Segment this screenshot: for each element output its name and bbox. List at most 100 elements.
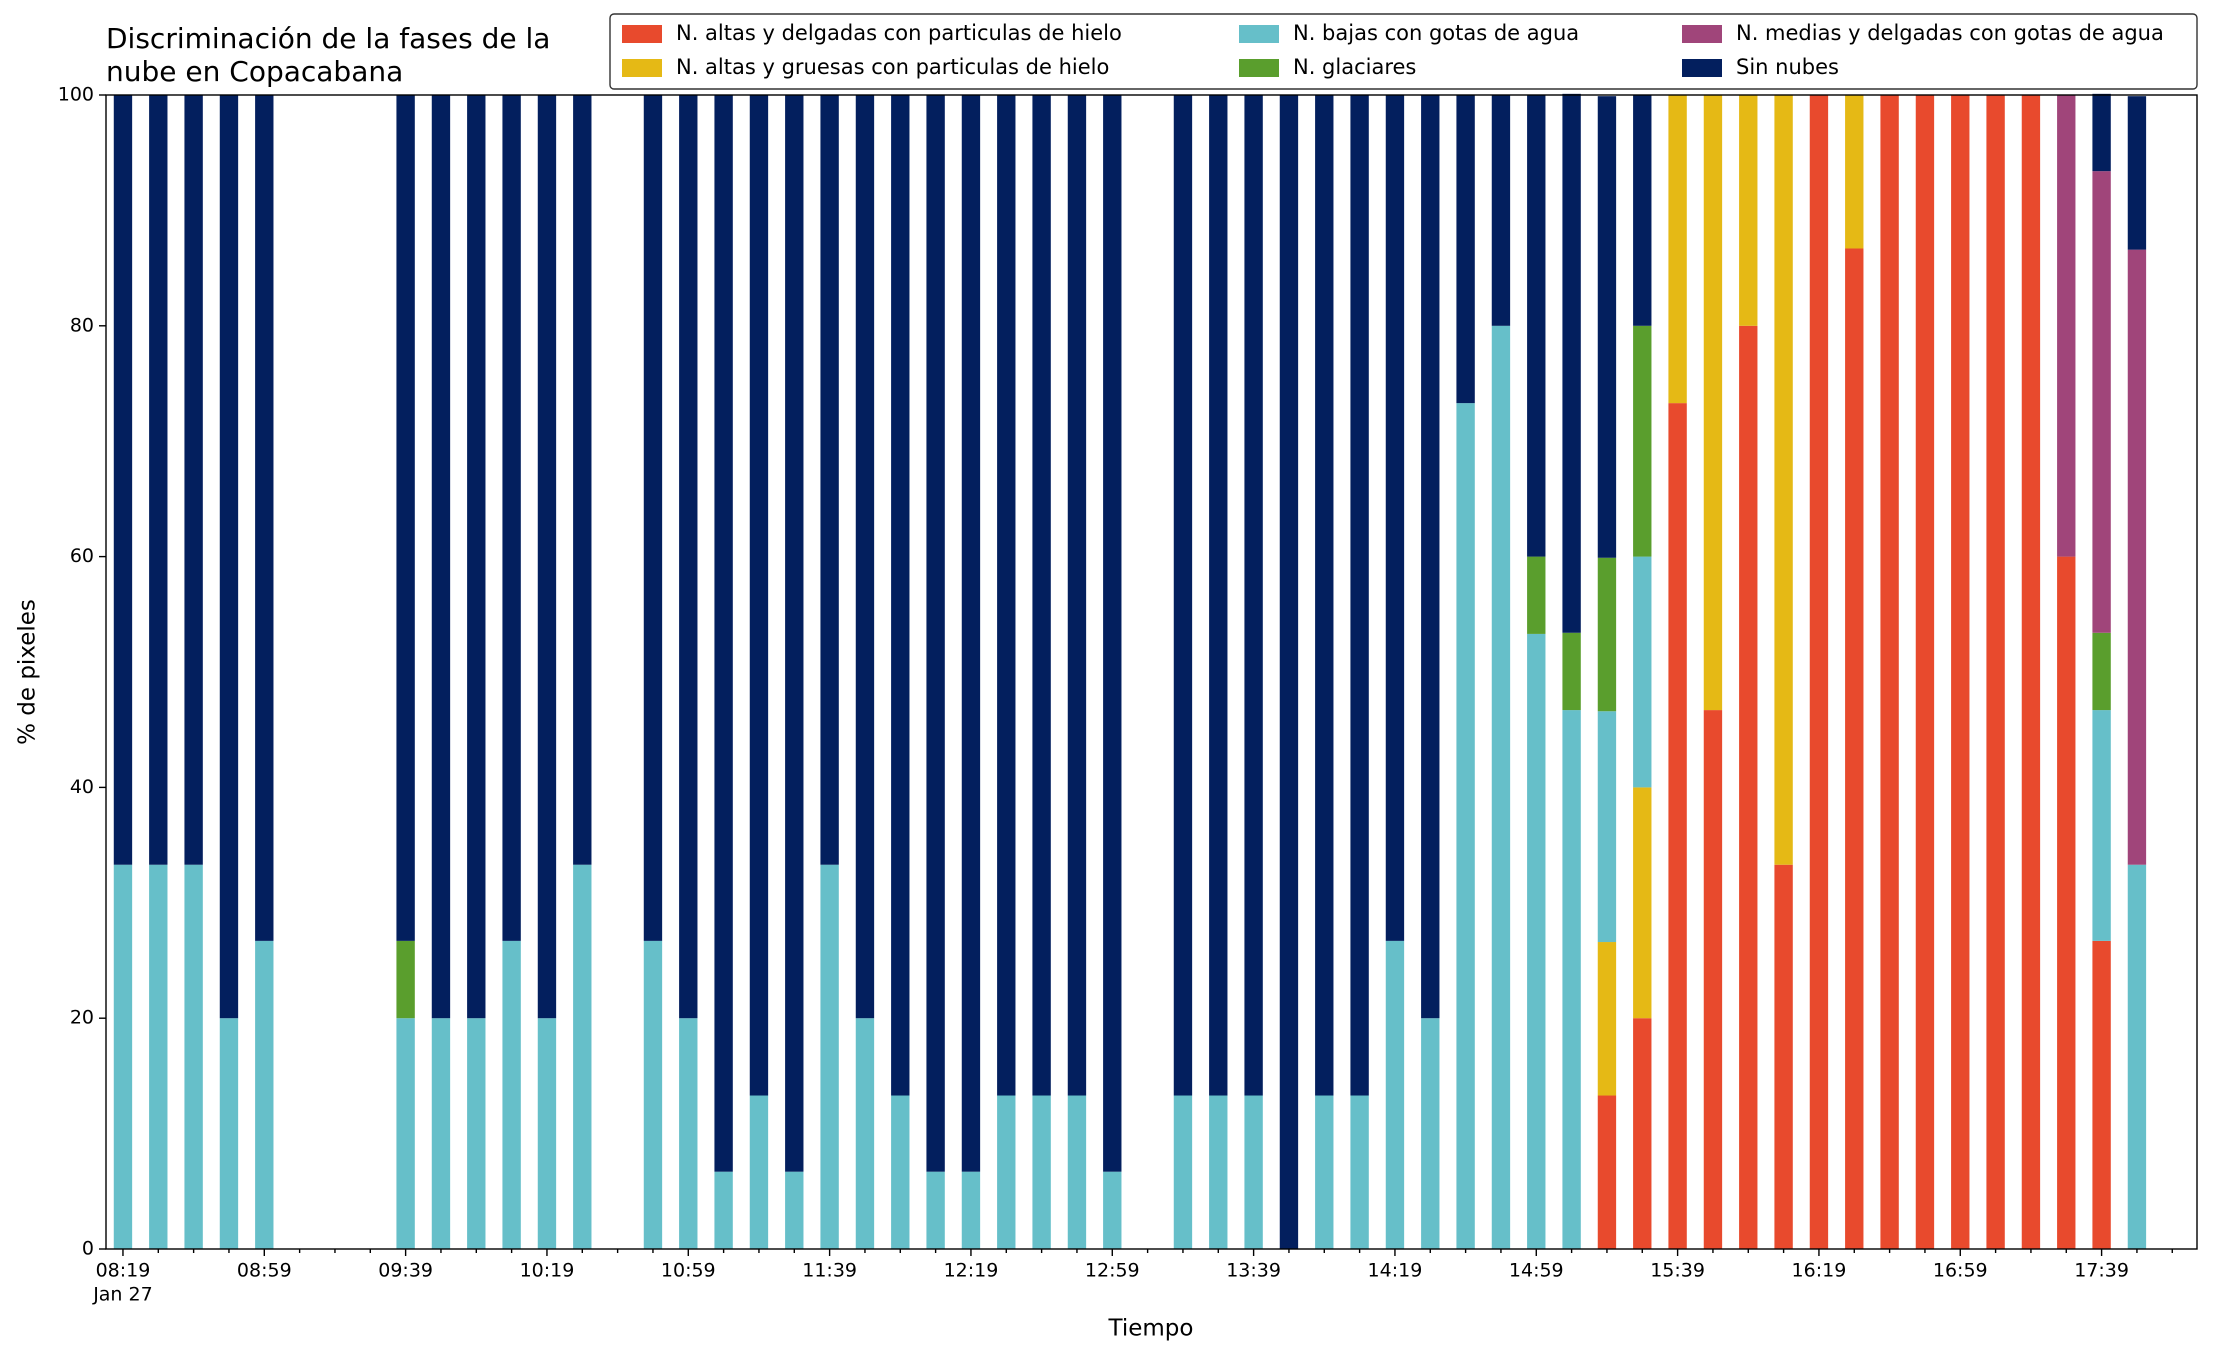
bar-segment	[1880, 95, 1899, 1249]
bar-segment	[149, 864, 168, 1249]
y-tick-label: 20	[70, 1007, 94, 1029]
bar-segment	[431, 95, 451, 1019]
bar-segment	[1951, 95, 1970, 1249]
bar-segment	[255, 95, 274, 941]
bar-segment	[1562, 632, 1581, 711]
bar-segment	[1173, 95, 1193, 1096]
bar-segment	[1067, 95, 1087, 1096]
bar-segment	[1597, 1095, 1617, 1249]
bar-segment	[1244, 95, 1263, 1096]
bar-segment	[1986, 95, 2005, 1249]
y-tick-label: 80	[70, 314, 94, 336]
bar-segment	[1103, 95, 1122, 1172]
bar-segment	[820, 864, 839, 1249]
x-tick-label: 14:19	[1368, 1260, 1423, 1282]
y-tick-label: 60	[70, 545, 94, 567]
x-tick-label: 10:19	[520, 1260, 575, 1282]
bar-segment	[1774, 864, 1793, 1249]
bar-segment	[891, 1095, 910, 1249]
bar-segment	[1103, 1171, 1122, 1249]
x-tick-label: 17:39	[2074, 1260, 2129, 1282]
bar-segment	[855, 1018, 875, 1249]
bar-segment	[1562, 93, 1581, 633]
x-tick-label: 14:59	[1509, 1260, 1564, 1282]
bar-segment	[537, 1018, 557, 1249]
bar-segment	[1173, 1095, 1193, 1249]
bar-segment	[749, 95, 769, 1096]
bar-segment	[255, 940, 274, 1249]
bar-segment	[2092, 93, 2111, 172]
bar-segment	[1244, 1095, 1263, 1249]
bar-segment	[1209, 95, 1228, 1096]
bar-segment	[1491, 95, 1511, 326]
bar-segment	[785, 1171, 804, 1249]
bar-segment	[1421, 95, 1440, 1019]
bar-segment	[643, 95, 663, 941]
x-tick-label: 08:19	[96, 1260, 151, 1282]
plot-frame	[105, 94, 2198, 1250]
bar-segment	[1279, 95, 1299, 1249]
x-date-label: Jan 27	[92, 1284, 153, 1306]
bar-segment	[1739, 95, 1758, 326]
bar-segment	[2127, 249, 2147, 865]
bar-segment	[2057, 95, 2076, 557]
bar-segment	[573, 95, 592, 865]
bar-segment	[2092, 710, 2111, 941]
y-tick-label: 40	[70, 776, 94, 798]
bar-segment	[2092, 940, 2111, 1249]
x-tick-label: 16:59	[1933, 1260, 1988, 1282]
bar-segment	[502, 95, 521, 941]
bar-segment	[785, 95, 804, 1172]
bar-segment	[1703, 95, 1723, 711]
legend-swatch	[1682, 59, 1722, 77]
x-tick-label: 08:59	[237, 1260, 292, 1282]
legend-swatch	[1682, 25, 1722, 43]
bar-segment	[1527, 95, 1546, 557]
bar-segment	[1633, 95, 1652, 326]
bar-segment	[1385, 95, 1405, 941]
bar-segment	[396, 95, 415, 941]
legend-label: N. medias y delgadas con gotas de agua	[1736, 21, 2164, 45]
bar-segment	[1209, 1095, 1228, 1249]
y-tick-label: 100	[58, 84, 94, 106]
bar-segment	[1597, 557, 1617, 712]
bar-segment	[184, 95, 203, 865]
bar-segment	[396, 940, 415, 1019]
bar-segment	[1350, 95, 1369, 1096]
y-tick-label: 0	[82, 1238, 94, 1260]
bar-segment	[184, 864, 203, 1249]
bar-segment	[113, 95, 133, 865]
legend-swatch	[622, 59, 662, 77]
bar-segment	[714, 95, 733, 1172]
bar-segment	[714, 1171, 733, 1249]
legend-label: Sin nubes	[1736, 55, 1839, 79]
legend-box	[609, 13, 2198, 90]
chart-title: Discriminación de la fases de la	[106, 22, 550, 55]
bar-segment	[1633, 787, 1652, 1019]
bar-segment	[431, 1018, 451, 1249]
legend-swatch	[1239, 25, 1279, 43]
bar-segment	[2127, 864, 2147, 1249]
bar-segment	[855, 95, 875, 1019]
bar-segment	[1527, 633, 1546, 1249]
bar-segment	[1032, 1095, 1051, 1249]
bar-segment	[2057, 556, 2076, 1249]
bar-segment	[1456, 403, 1475, 1249]
bar-segment	[1385, 940, 1405, 1249]
x-tick-label: 11:39	[802, 1260, 857, 1282]
bar-segment	[2021, 95, 2041, 1249]
bar-segment	[1032, 95, 1051, 1096]
bar-segment	[679, 95, 698, 1019]
bar-segment	[1668, 403, 1687, 1249]
bar-segment	[1845, 95, 1864, 249]
bar-segment	[2127, 96, 2147, 250]
bar-segment	[573, 864, 592, 1249]
bar-segment	[1315, 1095, 1334, 1249]
bar-segment	[1633, 556, 1652, 788]
legend-label: N. bajas con gotas de agua	[1293, 21, 1579, 45]
legend-swatch	[622, 25, 662, 43]
bar-segment	[2092, 632, 2111, 711]
bar-segment	[219, 95, 239, 1019]
legend-label: N. altas y gruesas con particulas de hie…	[676, 55, 1109, 79]
x-tick-label: 09:39	[378, 1260, 433, 1282]
